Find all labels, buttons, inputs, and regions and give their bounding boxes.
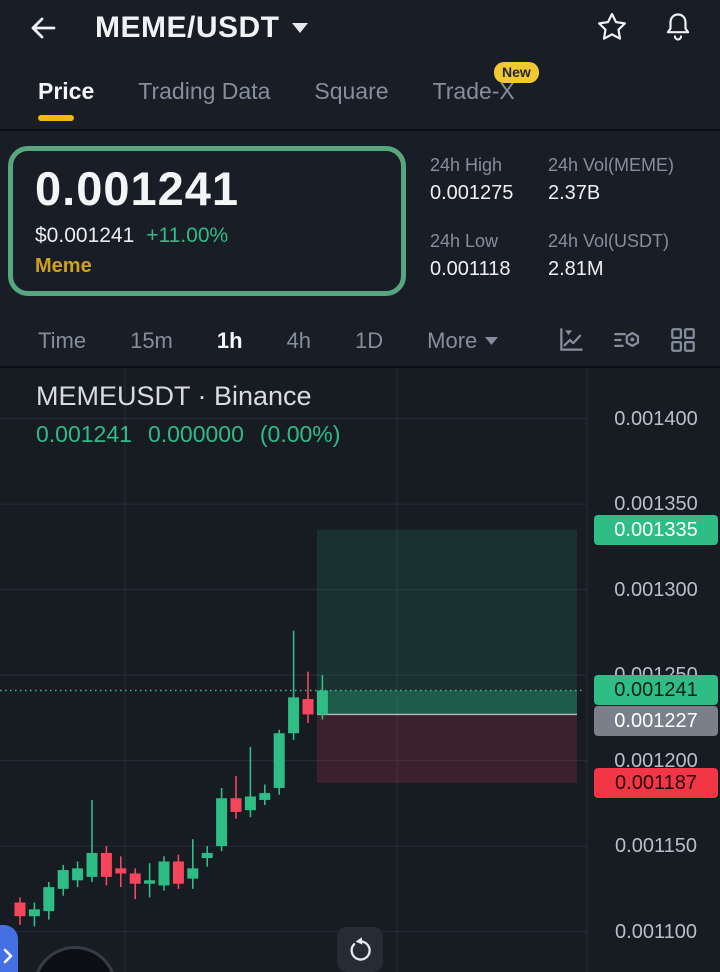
favorite-button[interactable]	[594, 9, 630, 45]
chevron-down-icon	[291, 23, 308, 33]
chart-ohlc-readout: 0.001241 0.000000 (0.00%)	[36, 421, 340, 448]
stat-value: 0.001275	[430, 182, 514, 204]
tab-square[interactable]: Square	[314, 78, 388, 121]
pair-selector[interactable]: MEME/USDT	[95, 6, 308, 50]
stat-24h-vol-usdt-: 24h Vol(USDT) 2.81M	[548, 231, 718, 281]
layout-grid-button[interactable]	[668, 325, 698, 355]
stat-label: 24h Low	[430, 231, 499, 251]
axis-tick-label: 0.001300	[614, 578, 698, 601]
chevron-right-icon	[3, 948, 13, 964]
price-highlight-box: 0.001241 $0.001241 +11.00% Meme	[8, 146, 406, 296]
axis-tick-label: 0.001150	[615, 835, 697, 858]
arrow-left-icon	[31, 17, 56, 39]
stat-value: 2.37B	[548, 182, 601, 204]
category-tag[interactable]: Meme	[35, 255, 92, 277]
refresh-icon	[349, 937, 371, 961]
pair-title: MEME/USDT	[95, 11, 280, 44]
price-badge-last-price: 0.001241	[594, 675, 718, 706]
chart-canvas[interactable]	[0, 368, 720, 972]
interval-4h[interactable]: 4h	[286, 327, 312, 353]
stat-value: 0.001118	[430, 258, 511, 280]
chart-style-icon	[560, 328, 583, 351]
ohlc-change-pct: (0.00%)	[259, 421, 341, 447]
new-badge: New	[493, 62, 539, 83]
stats-grid: 24h High 0.001275 24h Vol(MEME) 2.37B 24h Lo…	[430, 155, 718, 281]
stat-24h-high: 24h High 0.001275	[430, 155, 548, 205]
chart-style-button[interactable]	[556, 325, 586, 355]
interval-more-dropdown[interactable]: More	[427, 327, 499, 354]
change-percent: +11.00%	[146, 224, 229, 247]
indicators-icon	[614, 331, 640, 348]
panel-toggle-button[interactable]	[0, 925, 18, 972]
ohlc-change: 0.000000	[147, 421, 244, 447]
candlestick-chart[interactable]: MEMEUSDT · Binance 0.001241 0.000000 (0.…	[0, 368, 720, 972]
stat-value: 2.81M	[548, 258, 604, 280]
tab-trade-x[interactable]: Trade-X New	[433, 62, 539, 121]
interval-1d[interactable]: 1D	[355, 327, 384, 353]
stat-label: 24h High	[430, 155, 503, 175]
price-badge-entry: 0.001227	[594, 706, 718, 737]
interval-time[interactable]: Time	[38, 327, 87, 353]
fiat-price: $0.001241	[35, 224, 135, 247]
bell-icon	[666, 13, 690, 41]
axis-tick-label: 0.001400	[614, 407, 698, 430]
stat-label: 24h Vol(USDT)	[548, 231, 670, 251]
interval-1h[interactable]: 1h	[216, 327, 243, 353]
axis-tick-label: 0.001100	[615, 920, 697, 943]
last-price: 0.001241	[35, 162, 240, 215]
grid-2x2-icon	[671, 328, 695, 352]
axis-tick-label: 0.001200	[614, 749, 698, 772]
page-tabs: Price Trading Data Square Trade-X New	[0, 54, 720, 131]
axis-tick-label: 0.001350	[614, 493, 698, 516]
chart-watermark-title: MEMEUSDT · Binance	[36, 381, 312, 411]
interval-tabs: Time 15m 1h 4h 1D More	[0, 315, 720, 368]
chevron-down-icon	[485, 336, 499, 345]
back-button[interactable]	[26, 11, 60, 45]
stat-label: 24h Vol(MEME)	[548, 155, 675, 175]
ohlc-last: 0.001241	[36, 421, 132, 447]
price-badge-stop: 0.001187	[594, 767, 718, 798]
notifications-button[interactable]	[660, 9, 696, 45]
top-bar: MEME/USDT	[0, 0, 720, 54]
refresh-button[interactable]	[337, 927, 383, 972]
tab-label: Square	[314, 78, 389, 104]
interval-15m[interactable]: 15m	[130, 327, 173, 353]
indicators-button[interactable]	[612, 325, 642, 355]
stat-24h-vol-meme-: 24h Vol(MEME) 2.37B	[548, 155, 718, 205]
more-label: More	[427, 327, 478, 353]
stat-24h-low: 24h Low 0.001118	[430, 231, 548, 281]
star-icon	[598, 12, 626, 40]
tab-label: Trading Data	[138, 78, 271, 104]
tab-price[interactable]: Price	[38, 78, 94, 121]
tab-trading-data[interactable]: Trading Data	[138, 78, 270, 121]
price-badge-target: 0.001335	[594, 514, 718, 545]
chart-tools	[556, 325, 698, 355]
tab-label: Price	[38, 78, 95, 104]
active-tab-underline	[38, 115, 74, 121]
ticker-section: 0.001241 $0.001241 +11.00% Meme 24h High…	[0, 133, 720, 315]
